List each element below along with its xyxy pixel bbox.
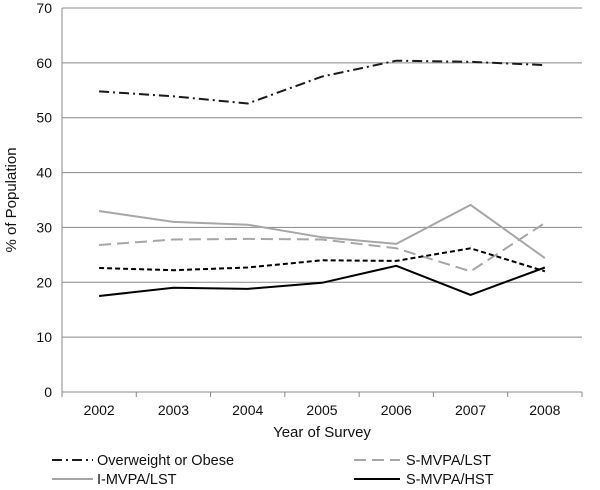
y-tick-labels: 0 10 20 30 40 50 60 70 [36, 0, 52, 400]
gridlines [62, 7, 582, 338]
legend-label-i-mvpa-lst: I-MVPA/LST [97, 472, 177, 488]
y-tick-label: 60 [36, 55, 52, 71]
legend-label-s-mvpa-hst: S-MVPA/HST [406, 472, 494, 488]
y-tick-label: 30 [36, 219, 52, 235]
y-tick-label: 40 [36, 165, 52, 181]
series-line-s-mvpa-lst [99, 222, 546, 273]
x-tick-label: 2008 [529, 402, 560, 418]
y-tick-label: 50 [36, 110, 52, 126]
x-tick-label: 2007 [455, 402, 486, 418]
y-axis-label: % of Population [3, 147, 20, 252]
y-tick-label: 70 [36, 0, 52, 16]
y-tick-label: 0 [44, 384, 52, 400]
x-axis-label: Year of Survey [273, 424, 371, 441]
x-tick-label: 2002 [84, 402, 115, 418]
y-tick-label: 20 [36, 274, 52, 290]
series-line-i-mvpa-lst [98, 203, 546, 259]
series-lines [98, 59, 546, 297]
x-tick-label: 2003 [158, 402, 189, 418]
x-tick-labels: 2002 2003 2004 2005 2006 2007 2008 [61, 392, 583, 418]
axes [61, 8, 582, 393]
series-line-unlabeled-4 [99, 247, 546, 273]
legend-label-overweight-or-obese: Overweight or Obese [97, 453, 234, 469]
legend: Overweight or Obese S-MVPA/LST I-MVPA/LS… [52, 453, 494, 488]
legend-label-s-mvpa-lst: S-MVPA/LST [406, 453, 491, 469]
y-tick-label: 10 [36, 329, 52, 345]
series-line-s-mvpa-hst [98, 264, 546, 297]
x-tick-label: 2004 [232, 402, 263, 418]
x-tick-label: 2006 [381, 402, 412, 418]
series-line-overweight-or-obese [99, 59, 545, 105]
x-tick-label: 2005 [306, 402, 337, 418]
